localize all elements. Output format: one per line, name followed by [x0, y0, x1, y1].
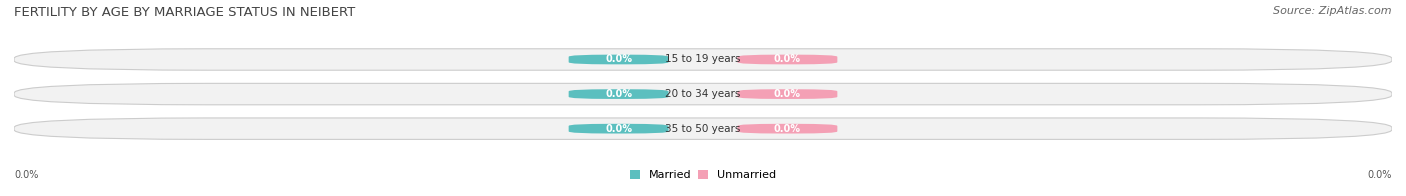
Text: 20 to 34 years: 20 to 34 years [665, 89, 741, 99]
Text: 0.0%: 0.0% [1368, 170, 1392, 180]
Text: 0.0%: 0.0% [773, 54, 800, 64]
FancyBboxPatch shape [568, 89, 669, 99]
Text: 0.0%: 0.0% [606, 124, 633, 134]
FancyBboxPatch shape [14, 83, 1392, 105]
FancyBboxPatch shape [568, 55, 669, 64]
Text: 0.0%: 0.0% [773, 124, 800, 134]
Text: 15 to 19 years: 15 to 19 years [665, 54, 741, 64]
Text: 0.0%: 0.0% [606, 54, 633, 64]
FancyBboxPatch shape [14, 118, 1392, 139]
Text: 0.0%: 0.0% [14, 170, 38, 180]
FancyBboxPatch shape [738, 124, 838, 133]
FancyBboxPatch shape [568, 124, 669, 133]
Text: FERTILITY BY AGE BY MARRIAGE STATUS IN NEIBERT: FERTILITY BY AGE BY MARRIAGE STATUS IN N… [14, 6, 356, 19]
Legend: Married, Unmarried: Married, Unmarried [630, 170, 776, 180]
FancyBboxPatch shape [738, 55, 838, 64]
FancyBboxPatch shape [738, 89, 838, 99]
Text: Source: ZipAtlas.com: Source: ZipAtlas.com [1274, 6, 1392, 16]
Text: 35 to 50 years: 35 to 50 years [665, 124, 741, 134]
FancyBboxPatch shape [14, 49, 1392, 70]
Text: 0.0%: 0.0% [773, 89, 800, 99]
Text: 0.0%: 0.0% [606, 89, 633, 99]
